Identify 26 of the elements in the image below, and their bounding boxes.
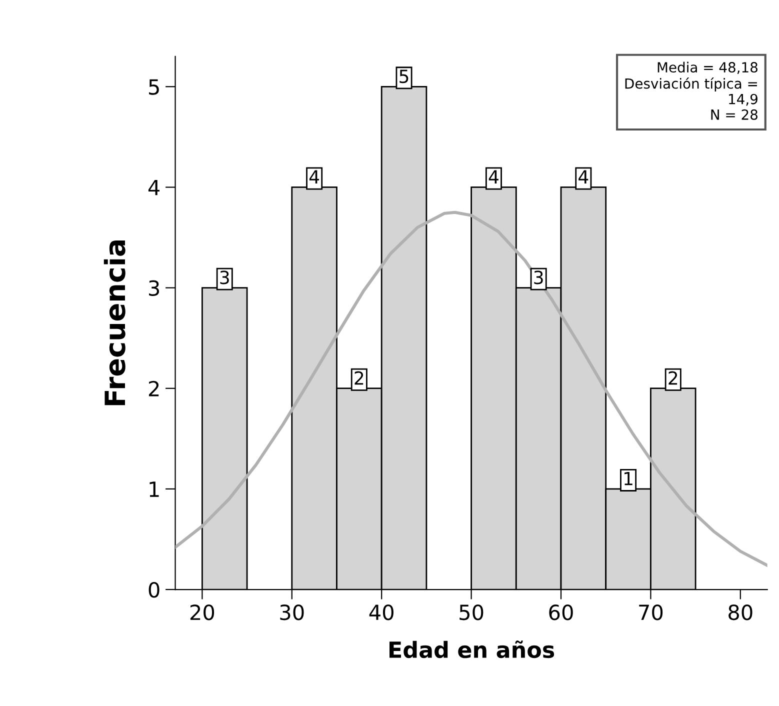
y-tick-label: 3 bbox=[149, 280, 160, 296]
x-tick-label: 40 bbox=[369, 604, 394, 620]
y-tick-label: 5 bbox=[149, 79, 159, 95]
x-axis-title: Edad en años bbox=[390, 640, 554, 658]
y-tick-label: 1 bbox=[150, 482, 159, 497]
y-tick-label: 2 bbox=[148, 380, 159, 396]
annotation: Media = 48,18 Desviación típica = 14,9 N = 28 bbox=[625, 62, 758, 120]
x-tick-label: 80 bbox=[728, 604, 752, 620]
data-label: 4 bbox=[488, 170, 498, 184]
data-label: 2 bbox=[668, 371, 678, 385]
line-series bbox=[175, 210, 768, 567]
x-tick-label: 70 bbox=[639, 604, 663, 620]
y-tick-label: 0 bbox=[148, 582, 160, 598]
y-axis-title: Frecuencia bbox=[104, 240, 126, 406]
x-tick-label: 20 bbox=[190, 604, 214, 620]
data-label: 1 bbox=[624, 472, 632, 486]
x-tick-label: 30 bbox=[280, 604, 304, 620]
data-label: 3 bbox=[220, 270, 229, 284]
y-tick-label: 4 bbox=[148, 180, 160, 196]
data-label: 5 bbox=[400, 70, 408, 84]
data-label: 4 bbox=[309, 170, 320, 184]
data-label: 3 bbox=[534, 270, 543, 284]
data-label: 2 bbox=[354, 371, 364, 385]
x-tick-label: 60 bbox=[549, 604, 573, 620]
x-tick-label: 50 bbox=[460, 604, 484, 620]
data-label: 4 bbox=[578, 170, 588, 184]
